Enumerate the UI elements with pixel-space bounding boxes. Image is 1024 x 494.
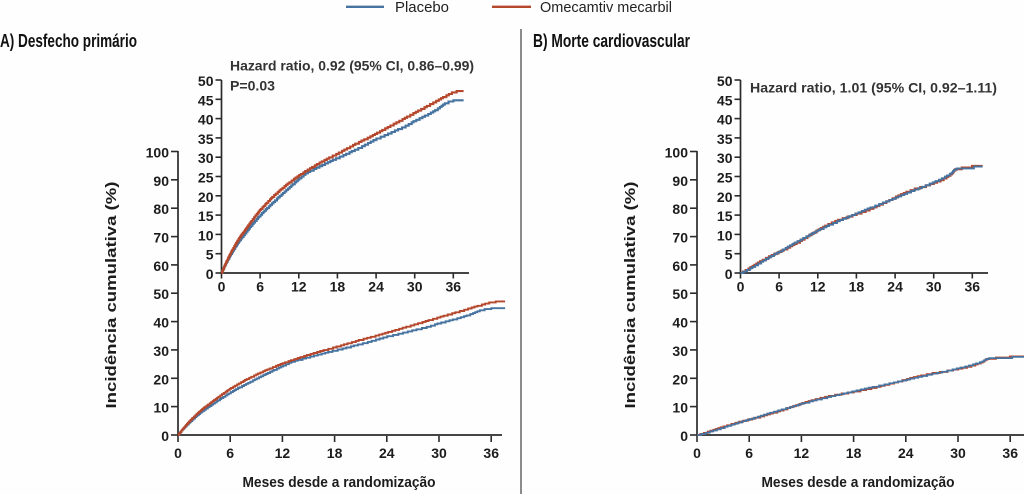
svg-text:10: 10	[672, 400, 688, 416]
svg-text:15: 15	[717, 208, 733, 224]
svg-text:0: 0	[737, 279, 745, 295]
svg-text:40: 40	[672, 315, 688, 331]
svg-text:35: 35	[198, 131, 214, 147]
svg-text:70: 70	[672, 230, 688, 246]
svg-text:Hazard ratio, 1.01 (95% CI, 0.: Hazard ratio, 1.01 (95% CI, 0.92–1.11)	[750, 80, 997, 96]
svg-text:36: 36	[965, 279, 981, 295]
svg-text:0: 0	[693, 445, 701, 461]
svg-text:36: 36	[446, 279, 462, 295]
svg-text:18: 18	[846, 445, 862, 461]
svg-text:12: 12	[291, 279, 307, 295]
svg-text:24: 24	[887, 279, 903, 295]
svg-text:45: 45	[717, 92, 733, 108]
svg-text:18: 18	[849, 279, 865, 295]
svg-text:0: 0	[680, 428, 688, 444]
svg-text:10: 10	[153, 400, 169, 416]
svg-text:60: 60	[672, 258, 688, 274]
svg-text:30: 30	[950, 445, 966, 461]
svg-text:Placebo: Placebo	[395, 0, 449, 16]
svg-text:12: 12	[794, 445, 810, 461]
svg-text:36: 36	[1002, 445, 1018, 461]
svg-text:50: 50	[153, 286, 169, 302]
svg-text:20: 20	[717, 189, 733, 205]
svg-text:30: 30	[198, 150, 214, 166]
svg-text:50: 50	[672, 286, 688, 302]
svg-text:Omecamtiv mecarbil: Omecamtiv mecarbil	[540, 0, 672, 16]
svg-text:100: 100	[146, 145, 170, 161]
svg-text:12: 12	[810, 279, 826, 295]
svg-text:100: 100	[665, 145, 689, 161]
svg-text:20: 20	[153, 371, 169, 387]
svg-text:18: 18	[330, 279, 346, 295]
svg-text:40: 40	[717, 112, 733, 128]
svg-text:0: 0	[161, 428, 169, 444]
svg-text:10: 10	[717, 227, 733, 243]
svg-text:B) Morte cardiovascular: B) Morte cardiovascular	[533, 31, 690, 51]
svg-text:20: 20	[672, 371, 688, 387]
svg-text:6: 6	[226, 445, 234, 461]
svg-text:5: 5	[206, 247, 214, 263]
svg-text:Incidência cumulativa (%): Incidência cumulativa (%)	[622, 182, 639, 409]
svg-text:50: 50	[717, 73, 733, 89]
svg-text:18: 18	[327, 445, 343, 461]
svg-text:35: 35	[717, 131, 733, 147]
svg-text:90: 90	[153, 173, 169, 189]
svg-text:40: 40	[153, 315, 169, 331]
svg-text:6: 6	[256, 279, 264, 295]
svg-text:25: 25	[198, 170, 214, 186]
svg-text:30: 30	[407, 279, 423, 295]
svg-text:0: 0	[725, 266, 733, 282]
svg-text:36: 36	[483, 445, 499, 461]
svg-text:30: 30	[926, 279, 942, 295]
svg-text:80: 80	[153, 201, 169, 217]
svg-text:A) Desfecho primário: A) Desfecho primário	[0, 31, 137, 51]
svg-text:20: 20	[198, 189, 214, 205]
svg-text:30: 30	[153, 343, 169, 359]
svg-text:60: 60	[153, 258, 169, 274]
svg-text:Incidência cumulativa (%): Incidência cumulativa (%)	[103, 182, 120, 409]
svg-text:25: 25	[717, 170, 733, 186]
svg-text:15: 15	[198, 208, 214, 224]
svg-text:50: 50	[198, 73, 214, 89]
svg-text:30: 30	[672, 343, 688, 359]
svg-text:P=0.03: P=0.03	[230, 78, 275, 94]
svg-text:Meses desde a randomização: Meses desde a randomização	[243, 474, 436, 491]
svg-text:24: 24	[379, 445, 395, 461]
svg-text:12: 12	[275, 445, 291, 461]
svg-text:6: 6	[745, 445, 753, 461]
svg-text:5: 5	[725, 247, 733, 263]
svg-text:30: 30	[431, 445, 447, 461]
svg-text:10: 10	[198, 227, 214, 243]
svg-text:0: 0	[206, 266, 214, 282]
svg-text:24: 24	[898, 445, 914, 461]
svg-text:45: 45	[198, 92, 214, 108]
svg-text:70: 70	[153, 230, 169, 246]
svg-text:0: 0	[174, 445, 182, 461]
svg-text:30: 30	[717, 150, 733, 166]
svg-text:80: 80	[672, 201, 688, 217]
svg-text:90: 90	[672, 173, 688, 189]
svg-text:24: 24	[368, 279, 384, 295]
svg-text:6: 6	[775, 279, 783, 295]
svg-text:Meses desde a randomização: Meses desde a randomização	[762, 474, 955, 491]
svg-text:40: 40	[198, 112, 214, 128]
svg-text:0: 0	[218, 279, 226, 295]
svg-text:Hazard ratio, 0.92 (95% CI, 0.: Hazard ratio, 0.92 (95% CI, 0.86–0.99)	[230, 58, 474, 74]
